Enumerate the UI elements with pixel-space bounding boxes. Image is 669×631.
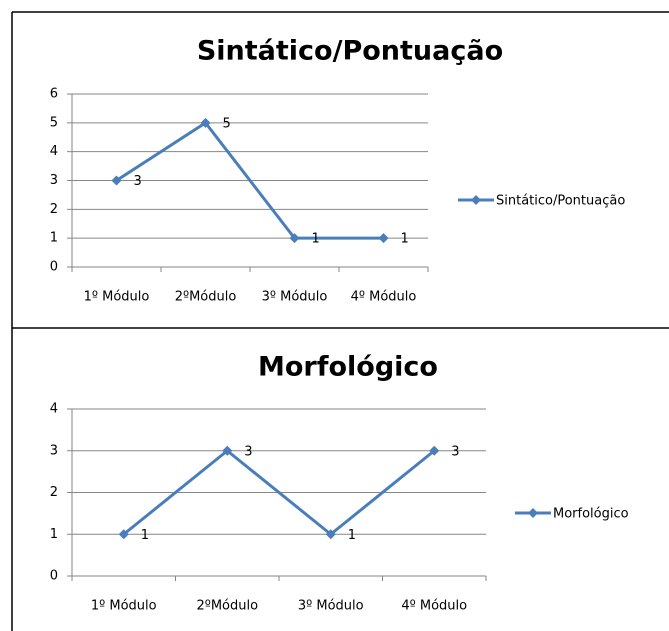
- series-line: [115, 120, 384, 240]
- point-marker: [118, 529, 129, 540]
- y-tick-label: 6: [50, 87, 58, 102]
- x-tick-label: 2ºMódulo: [196, 599, 258, 614]
- y-tick-label: 1: [50, 231, 58, 246]
- y-tick-label: 4: [50, 144, 58, 159]
- legend-label: Sintático/Pontuação: [496, 194, 625, 209]
- legend-marker: [471, 195, 481, 205]
- data-label: 3: [134, 174, 142, 189]
- x-tick-label: 3º Módulo: [262, 290, 328, 305]
- y-tick-label: 2: [50, 485, 58, 500]
- data-label: 1: [348, 528, 356, 543]
- x-tick-label: 3º Módulo: [298, 599, 364, 614]
- x-tick-label: 4º Módulo: [401, 599, 467, 614]
- x-tick-label: 2ºMódulo: [175, 290, 237, 305]
- data-label: 1: [312, 232, 320, 247]
- data-label: 1: [141, 528, 149, 543]
- point-marker: [378, 233, 389, 244]
- point-marker: [222, 445, 233, 456]
- point-marker: [325, 529, 336, 540]
- y-tick-label: 0: [50, 260, 58, 275]
- point-marker: [111, 175, 122, 186]
- y-tick-label: 2: [50, 202, 58, 217]
- point-marker: [200, 117, 211, 128]
- data-label: 3: [451, 444, 459, 459]
- x-tick-label: 4º Módulo: [351, 290, 417, 305]
- data-label: 3: [244, 444, 252, 459]
- y-tick-label: 3: [50, 443, 58, 458]
- x-tick-label: 1º Módulo: [84, 290, 150, 305]
- point-marker: [429, 445, 440, 456]
- legend-marker: [528, 508, 538, 518]
- legend-label: Morfológico: [553, 507, 629, 522]
- data-label: 1: [401, 232, 409, 247]
- data-label: 5: [223, 116, 231, 131]
- chart-title: Morfológico: [258, 352, 438, 383]
- chart-title: Sintático/Pontuação: [197, 36, 503, 67]
- point-marker: [289, 233, 300, 244]
- y-tick-label: 1: [50, 527, 58, 542]
- y-tick-label: 4: [50, 402, 58, 417]
- y-tick-label: 0: [50, 569, 58, 584]
- series-line: [122, 448, 436, 537]
- x-tick-label: 1º Módulo: [91, 599, 157, 614]
- y-tick-label: 3: [50, 173, 58, 188]
- y-tick-label: 5: [50, 115, 58, 130]
